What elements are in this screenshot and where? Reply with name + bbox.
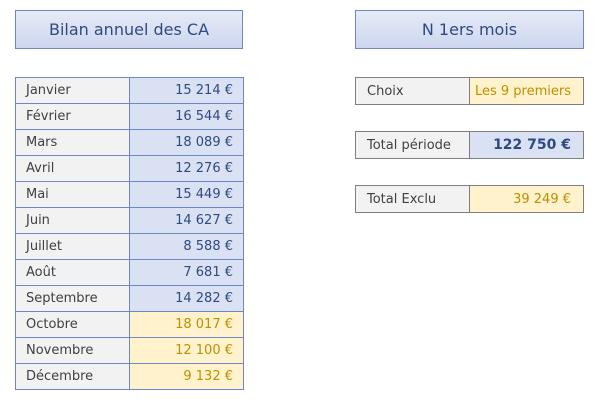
table-row: Mai 15 449 € [15, 181, 244, 208]
excluded-total-value[interactable]: 39 249 € [470, 186, 583, 212]
month-revenue-cell[interactable]: 9 132 € [129, 363, 244, 390]
choice-row: Choix Les 9 premiers [355, 77, 584, 105]
table-row: Mars 18 089 € [15, 129, 244, 156]
table-row: Août 7 681 € [15, 259, 244, 286]
table-row: Septembre 14 282 € [15, 285, 244, 312]
month-revenue-cell[interactable]: 12 276 € [129, 155, 244, 182]
annual-revenue-header: Bilan annuel des CA [15, 10, 243, 49]
month-revenue-cell[interactable]: 16 544 € [129, 103, 244, 130]
month-name-cell[interactable]: Juin [15, 207, 130, 234]
month-revenue-cell[interactable]: 18 017 € [129, 311, 244, 338]
monthly-revenue-table: Janvier 15 214 € Février 16 544 € Mars 18 089… [15, 77, 244, 390]
table-row: Avril 12 276 € [15, 155, 244, 182]
table-row: Juillet 8 588 € [15, 233, 244, 260]
month-name-cell[interactable]: Novembre [15, 337, 130, 364]
table-row: Février 16 544 € [15, 103, 244, 130]
excluded-total-row: Total Exclu 39 249 € [355, 185, 584, 213]
month-revenue-cell[interactable]: 7 681 € [129, 259, 244, 286]
annual-revenue-title: Bilan annuel des CA [48, 20, 210, 39]
period-total-row: Total période 122 750 € [355, 131, 584, 159]
month-revenue-cell[interactable]: 14 282 € [129, 285, 244, 312]
month-revenue-cell[interactable]: 12 100 € [129, 337, 244, 364]
first-months-title: N 1ers mois [421, 20, 518, 39]
choice-dropdown[interactable]: Les 9 premiers [470, 78, 583, 104]
table-row: Janvier 15 214 € [15, 77, 244, 104]
month-revenue-cell[interactable]: 14 627 € [129, 207, 244, 234]
month-revenue-cell[interactable]: 15 449 € [129, 181, 244, 208]
period-total-value[interactable]: 122 750 € [470, 132, 583, 158]
month-name-cell[interactable]: Avril [15, 155, 130, 182]
month-revenue-cell[interactable]: 15 214 € [129, 77, 244, 104]
month-name-cell[interactable]: Août [15, 259, 130, 286]
table-row: Juin 14 627 € [15, 207, 244, 234]
table-row: Décembre 9 132 € [15, 363, 244, 390]
table-row: Novembre 12 100 € [15, 337, 244, 364]
table-row: Octobre 18 017 € [15, 311, 244, 338]
month-name-cell[interactable]: Décembre [15, 363, 130, 390]
choice-label: Choix [356, 78, 470, 104]
first-months-header: N 1ers mois [355, 10, 584, 49]
month-name-cell[interactable]: Mars [15, 129, 130, 156]
month-name-cell[interactable]: Septembre [15, 285, 130, 312]
month-revenue-cell[interactable]: 18 089 € [129, 129, 244, 156]
excluded-total-label: Total Exclu [356, 186, 470, 212]
month-name-cell[interactable]: Février [15, 103, 130, 130]
period-total-label: Total période [356, 132, 470, 158]
month-name-cell[interactable]: Juillet [15, 233, 130, 260]
month-name-cell[interactable]: Janvier [15, 77, 130, 104]
month-name-cell[interactable]: Mai [15, 181, 130, 208]
month-name-cell[interactable]: Octobre [15, 311, 130, 338]
month-revenue-cell[interactable]: 8 588 € [129, 233, 244, 260]
